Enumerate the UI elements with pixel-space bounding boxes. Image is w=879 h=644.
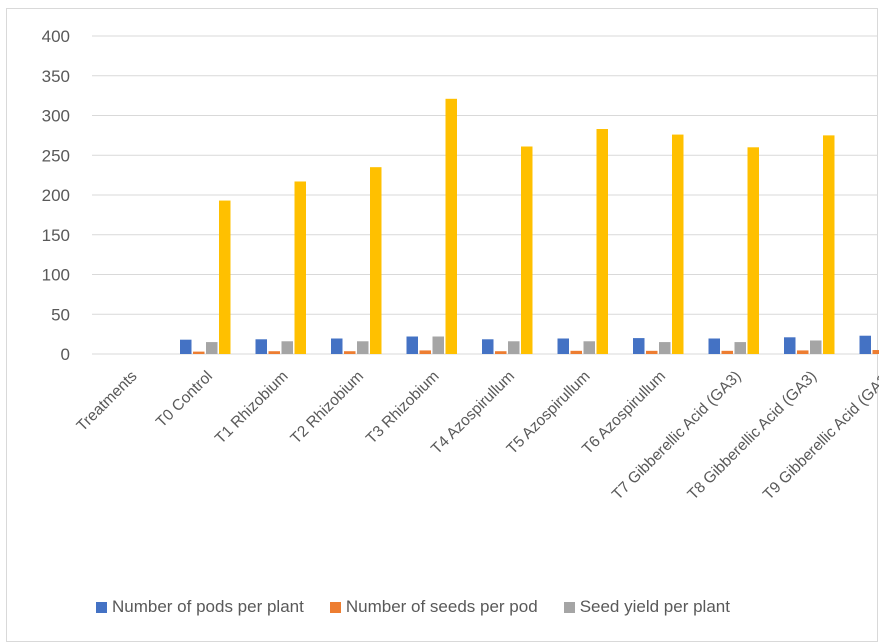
bar xyxy=(646,350,658,354)
bar xyxy=(721,350,733,354)
bar xyxy=(281,341,293,354)
bar xyxy=(596,129,608,354)
bar xyxy=(193,351,205,354)
x-tick-label: T2 Rhizobium xyxy=(287,368,367,448)
legend-item-yield: Seed yield per plant xyxy=(563,597,730,617)
bar xyxy=(219,200,231,354)
legend-label-seeds: Number of seeds per pod xyxy=(345,597,538,616)
legend-item-pods: Number of pods per plant xyxy=(96,597,304,617)
bar xyxy=(521,146,533,354)
y-tick-label: 350 xyxy=(42,67,70,86)
y-tick-label: 50 xyxy=(51,305,70,324)
legend: Number of pods per plant Number of seeds… xyxy=(96,597,756,617)
bar xyxy=(797,350,809,354)
legend-swatch-pods xyxy=(96,601,107,613)
legend-item-seeds: Number of seeds per pod xyxy=(329,597,538,617)
bar xyxy=(357,341,369,354)
bar xyxy=(180,339,192,354)
x-tick-label: T3 Rhizobium xyxy=(363,368,443,448)
bar xyxy=(482,339,494,354)
bar xyxy=(583,341,595,354)
x-tick-label: Treatments xyxy=(74,368,141,435)
bar xyxy=(255,339,267,354)
x-tick-label: T8 Gibberellic Acid (GA3) xyxy=(684,368,820,504)
bar xyxy=(294,181,306,354)
bar xyxy=(672,134,684,354)
y-tick-label: 250 xyxy=(42,146,70,165)
legend-swatch-seeds xyxy=(329,601,341,613)
y-tick-label: 200 xyxy=(42,186,70,205)
x-tick-label: T7 Gibberellic Acid (GA3) xyxy=(609,368,745,504)
bar xyxy=(370,167,382,354)
bar xyxy=(633,338,645,354)
x-tick-label: T0 Control xyxy=(153,368,216,431)
bar xyxy=(734,342,746,354)
bar xyxy=(432,336,444,354)
y-tick-label: 300 xyxy=(42,107,70,126)
bar xyxy=(872,350,879,354)
bar xyxy=(406,336,418,354)
bar xyxy=(268,351,280,354)
y-tick-label: 150 xyxy=(42,226,70,245)
bar xyxy=(206,342,218,354)
x-tick-label: T9 Gibberellic Acid (GA3) xyxy=(760,368,879,504)
legend-label-yield: Seed yield per plant xyxy=(579,597,730,616)
bar xyxy=(747,147,759,354)
bar xyxy=(823,135,835,354)
legend-label-pods: Number of pods per plant xyxy=(112,597,304,616)
chart-area xyxy=(6,8,878,642)
bar xyxy=(810,340,822,354)
bar xyxy=(708,338,720,354)
bar xyxy=(570,350,582,354)
bar xyxy=(445,98,457,355)
bar xyxy=(859,335,871,354)
y-tick-label: 100 xyxy=(42,266,70,285)
bar xyxy=(508,341,520,354)
bar xyxy=(331,338,343,354)
y-tick-label: 0 xyxy=(61,345,70,364)
y-tick-label: 400 xyxy=(42,27,70,46)
bar xyxy=(557,338,569,354)
bar xyxy=(784,337,796,354)
legend-swatch-yield xyxy=(563,601,575,613)
bar xyxy=(495,351,507,354)
bar xyxy=(659,342,671,354)
bar xyxy=(344,351,356,354)
x-tick-label: T1 Rhizobium xyxy=(212,368,292,448)
bar xyxy=(419,350,431,354)
